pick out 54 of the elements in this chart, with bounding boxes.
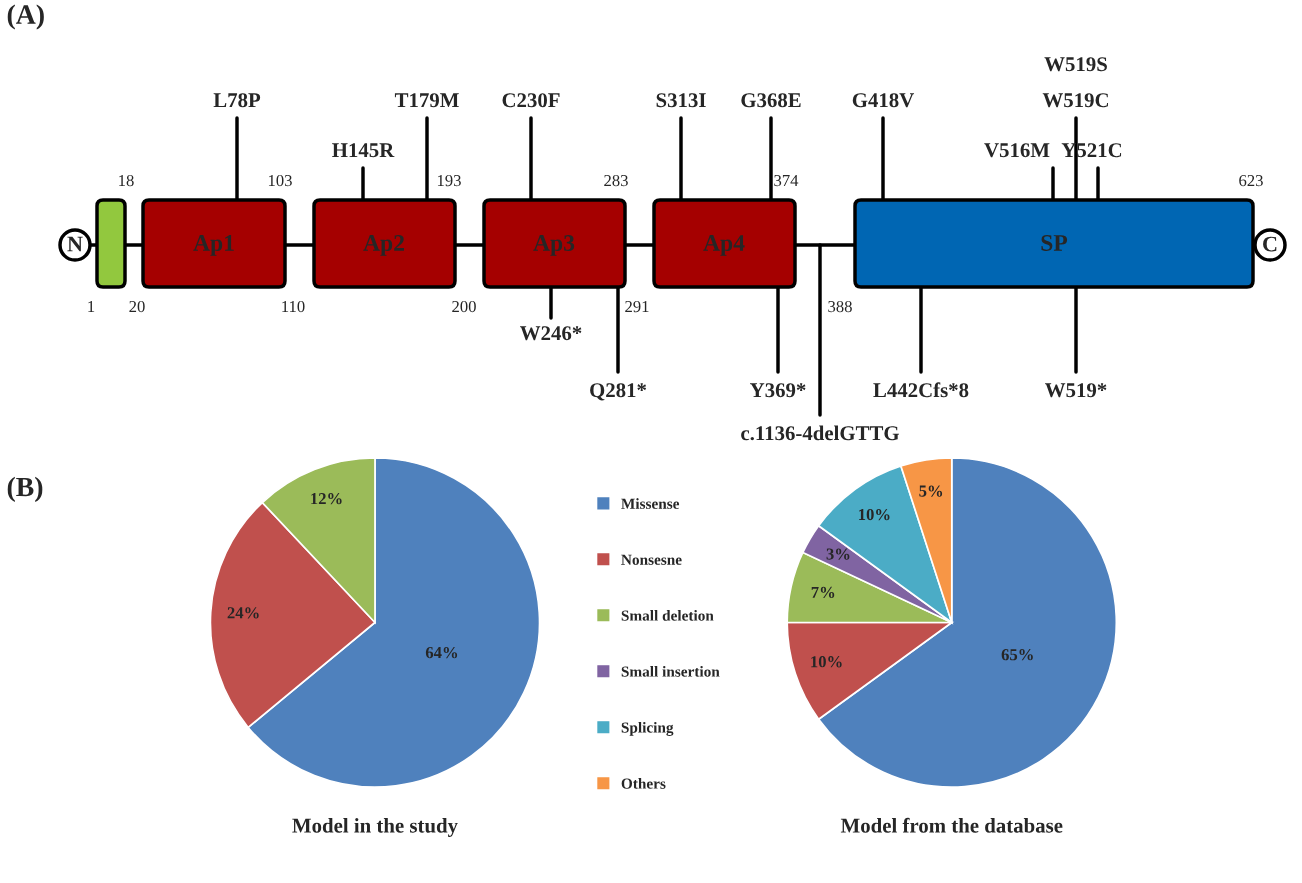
text: 193 xyxy=(437,174,461,187)
text: Ap4 xyxy=(703,235,745,256)
text: 283 xyxy=(604,174,628,187)
text: 623 xyxy=(1239,174,1263,187)
text: 1 xyxy=(88,301,95,313)
text: L442Cfs*8 xyxy=(873,382,969,398)
text: L78P xyxy=(213,93,261,108)
text: 374 xyxy=(774,174,799,187)
legend-label: Small insertion xyxy=(621,665,720,677)
text: Y369* xyxy=(750,383,806,398)
text: 18 xyxy=(119,174,134,187)
text: W519S xyxy=(1044,57,1107,72)
data-label: 64% xyxy=(425,646,458,659)
text: 103 xyxy=(268,174,292,187)
legend-label: Others xyxy=(621,778,666,789)
text: 388 xyxy=(828,300,852,313)
legend-label: Small deletion xyxy=(621,610,714,621)
data-label: 10% xyxy=(811,656,842,668)
text: Ap1 xyxy=(193,235,234,256)
text: T179M xyxy=(394,93,459,108)
data-label: 65% xyxy=(1001,649,1033,661)
text: Model in the study xyxy=(292,818,458,837)
text: W246* xyxy=(520,326,582,341)
text: W519* xyxy=(1045,383,1107,398)
text: G418V xyxy=(852,93,915,108)
text: G368E xyxy=(741,93,801,108)
text: SP xyxy=(1041,235,1068,251)
text: S313I xyxy=(656,93,706,108)
text: Q281* xyxy=(590,383,647,401)
data-label: 5% xyxy=(919,485,943,497)
legend-label: Missense xyxy=(621,498,680,509)
data-label: 3% xyxy=(826,548,850,560)
text: H145R xyxy=(332,143,395,158)
text: Ap3 xyxy=(533,235,575,256)
text: V516M xyxy=(984,143,1050,158)
legend-label: Splicing xyxy=(621,721,674,736)
text: C230F xyxy=(502,93,560,108)
data-label: 24% xyxy=(227,607,259,619)
text: Ap2 xyxy=(363,235,404,256)
data-label: 12% xyxy=(311,493,342,505)
text: 110 xyxy=(282,300,305,313)
text: Model from the database xyxy=(840,817,1063,833)
text: (B) xyxy=(7,476,43,503)
text: W519C xyxy=(1042,93,1108,108)
text: (A) xyxy=(7,4,44,30)
text: 291 xyxy=(625,300,649,313)
text: 20 xyxy=(129,300,145,313)
text: C xyxy=(1263,236,1277,252)
legend-label: Nonsesne xyxy=(621,554,682,565)
data-label: 7% xyxy=(811,586,835,599)
text: N xyxy=(67,236,83,252)
data-label: 10% xyxy=(859,508,890,521)
text: c.1136-4delGTTG xyxy=(741,425,900,441)
text: 200 xyxy=(452,300,476,313)
